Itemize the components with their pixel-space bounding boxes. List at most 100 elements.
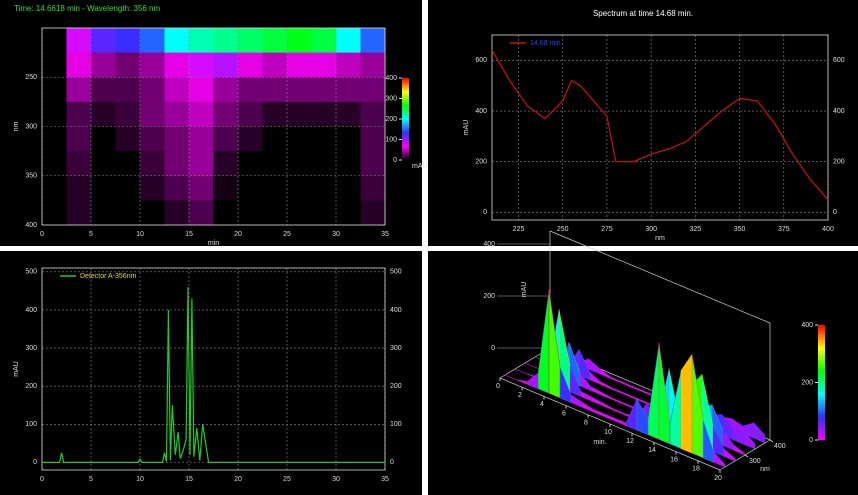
colorbar-segment	[818, 388, 825, 391]
panel	[428, 251, 858, 495]
heatmap-cell	[42, 53, 67, 78]
colorbar-segment	[402, 135, 409, 137]
colorbar-segment	[818, 423, 825, 426]
colorbar-segment	[818, 383, 825, 386]
colorbar-segment	[818, 334, 825, 337]
x-tick-label: 18	[692, 466, 700, 473]
colorbar-segment	[402, 144, 409, 146]
colorbar-segment	[818, 368, 825, 371]
y-tick-label: 100	[25, 421, 37, 428]
colorbar-segment	[402, 148, 409, 150]
heatmap-cell	[42, 28, 67, 53]
heatmap-cell	[287, 200, 312, 225]
colorbar-segment	[818, 434, 825, 437]
heatmap-cell	[336, 127, 361, 152]
colorbar-segment	[402, 156, 409, 158]
heatmap-cell	[312, 53, 337, 78]
y-tick-label: 350	[25, 173, 37, 180]
page: 05101520253035250300350400Time: 14.6618 …	[0, 0, 858, 495]
colorbar-tick-label: 200	[801, 379, 813, 386]
x-tick-label: 12	[626, 438, 634, 445]
heatmap-cell	[67, 53, 92, 78]
heatmap-cell	[336, 102, 361, 127]
x-tick-label: 275	[601, 226, 613, 233]
colorbar-segment	[818, 391, 825, 394]
heatmap-cell	[116, 28, 141, 53]
y-axis-label: mAU	[13, 361, 20, 377]
heatmap-cell	[287, 151, 312, 176]
colorbar-segment	[402, 88, 409, 90]
y-tick-label-right: 0	[833, 209, 837, 216]
colorbar-segment	[818, 331, 825, 334]
colorbar-segment	[818, 325, 825, 328]
heatmap-cell	[140, 102, 165, 127]
heatmap-cell	[336, 176, 361, 201]
legend-label: Detector A-356nm	[80, 273, 137, 280]
heatmap-cell	[361, 127, 386, 152]
heatmap-cell	[312, 127, 337, 152]
surface-strip	[681, 354, 692, 453]
colorbar-segment	[402, 129, 409, 131]
colorbar-segment	[402, 133, 409, 135]
heatmap-cell	[287, 28, 312, 53]
heatmap-cell	[189, 53, 214, 78]
x-tick-label: 250	[557, 226, 569, 233]
colorbar-segment	[402, 90, 409, 92]
colorbar-segment	[818, 429, 825, 432]
y-tick-label-right: 400	[390, 307, 402, 314]
heatmap-cell	[116, 102, 141, 127]
heatmap-cell	[140, 53, 165, 78]
heatmap-cell	[140, 151, 165, 176]
heatmap-cell	[263, 77, 288, 102]
heatmap-cell	[214, 200, 239, 225]
heatmap-cell	[263, 127, 288, 152]
heatmap-cell	[42, 200, 67, 225]
y-tick-label: 200	[25, 383, 37, 390]
x-tick-label: 30	[332, 476, 340, 483]
heatmap-cell	[287, 127, 312, 152]
heatmap-cell	[116, 53, 141, 78]
heatmap-cell	[361, 53, 386, 78]
colorbar-segment	[402, 115, 409, 117]
y-tick-label: 300	[25, 345, 37, 352]
heatmap-cell	[336, 53, 361, 78]
colorbar-segment	[402, 142, 409, 144]
colorbar-segment	[402, 84, 409, 86]
x-tick-label: 2	[518, 392, 522, 399]
heatmap-cell	[189, 28, 214, 53]
heatmap-cell	[287, 102, 312, 127]
x-tick-label: 10	[136, 231, 144, 238]
x-tick-label: 0	[40, 476, 44, 483]
heatmap-cell	[238, 28, 263, 53]
panel	[428, 0, 858, 246]
heatmap-cell	[189, 102, 214, 127]
x-tick-label: 325	[690, 226, 702, 233]
colorbar-segment	[818, 403, 825, 406]
x-axis-label: min	[208, 240, 219, 247]
y-tick-label-right: 500	[390, 269, 402, 276]
colorbar-segment	[402, 146, 409, 148]
heatmap-cell	[42, 151, 67, 176]
y-tick-label: 400	[475, 108, 487, 115]
colorbar-segment	[818, 431, 825, 434]
heatmap-cell	[263, 176, 288, 201]
colorbar-tick-label: 0	[809, 437, 813, 444]
colorbar-segment	[818, 417, 825, 420]
colorbar-segment	[402, 92, 409, 94]
heatmap-cell	[238, 77, 263, 102]
heatmap-cell	[165, 176, 190, 201]
x-tick-label: 20	[714, 475, 722, 482]
x-tick-label: 30	[332, 231, 340, 238]
colorbar-segment	[818, 342, 825, 345]
y-tick-label: 500	[25, 269, 37, 276]
heatmap-cell	[312, 77, 337, 102]
heatmap-cell	[42, 102, 67, 127]
x-tick-label: 8	[584, 420, 588, 427]
heatmap-cell	[214, 127, 239, 152]
colorbar-segment	[818, 351, 825, 354]
heatmap-cell	[189, 77, 214, 102]
heatmap-cell	[116, 200, 141, 225]
heatmap-cell	[238, 200, 263, 225]
heatmap-cell	[91, 77, 116, 102]
heatmap-cell	[361, 151, 386, 176]
